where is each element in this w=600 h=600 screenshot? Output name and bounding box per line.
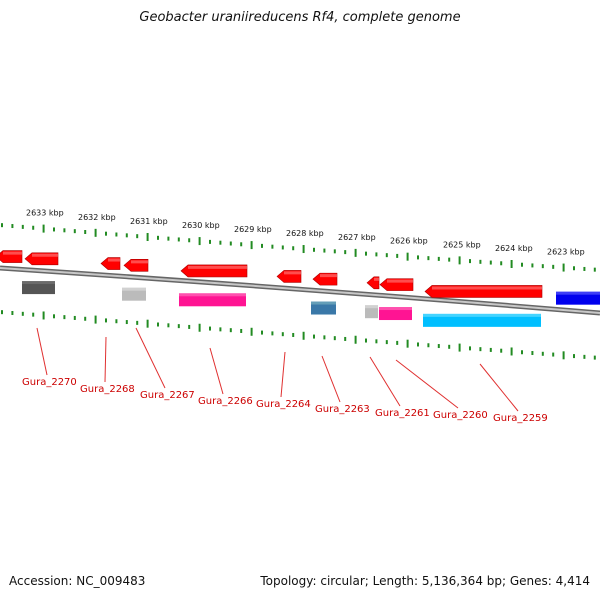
reverse-gene-block <box>379 307 412 321</box>
genome-backbone <box>0 265 600 316</box>
gene-label-lines <box>36 327 519 412</box>
gene-label: Gura_2263 <box>315 404 370 415</box>
scale-ticks-bottom <box>1 310 596 360</box>
gene-label-connector <box>321 355 341 403</box>
gene-label: Gura_2270 <box>22 377 77 388</box>
forward-gene-arrow-shine <box>284 271 301 275</box>
gene-features <box>0 250 600 327</box>
scale-label: 2628 kbp <box>286 229 324 238</box>
gene-label-connector <box>36 327 48 376</box>
scale-label: 2625 kbp <box>443 240 481 249</box>
blue-gene-block <box>556 291 600 305</box>
forward-gene-arrow-shine <box>387 279 413 283</box>
forward-gene-arrow-shine <box>3 251 22 255</box>
gene-label-connector <box>369 356 401 407</box>
forward-gene-arrow-shine <box>374 277 379 281</box>
gene-label: Gura_2268 <box>80 384 135 395</box>
gene-label-connector <box>209 347 224 395</box>
reverse-gene-block-shine <box>423 313 541 317</box>
gene-label: Gura_2267 <box>140 390 195 401</box>
gene-label: Gura_2260 <box>433 410 488 421</box>
gene-label-connector <box>479 363 519 412</box>
reverse-gene-block-shine <box>365 305 378 309</box>
scale-label: 2630 kbp <box>182 221 220 230</box>
scale-label: 2632 kbp <box>78 213 116 222</box>
scale-label: 2624 kbp <box>495 244 533 253</box>
scale-label: 2626 kbp <box>390 237 428 246</box>
reverse-gene-block-shine <box>179 293 246 297</box>
forward-gene-arrow-shine <box>188 265 247 269</box>
forward-gene-arrow-shine <box>320 274 337 278</box>
forward-gene-arrow-shine <box>108 258 120 262</box>
forward-gene-arrow-shine <box>131 260 148 264</box>
blue-gene-block-shine <box>556 291 600 295</box>
reverse-gene-block <box>423 313 541 327</box>
gene-label: Gura_2259 <box>493 413 548 424</box>
scale-labels: 2633 kbp 2632 kbp 2631 kbp 2630 kbp 2629 kbp… <box>26 209 585 257</box>
genome-title: Geobacter uraniireducens Rf4, complete g… <box>139 10 461 25</box>
gene-label: Gura_2266 <box>198 396 253 407</box>
gene-label: Gura_2264 <box>256 399 311 410</box>
reverse-gene-block <box>22 281 55 295</box>
backbone-highlight <box>0 267 600 314</box>
reverse-gene-block-shine <box>311 301 336 305</box>
reverse-gene-block-shine <box>379 307 412 311</box>
reverse-gene-block <box>311 301 336 315</box>
genome-stats-text: Topology: circular; Length: 5,136,364 bp… <box>260 574 590 588</box>
gene-label-connector <box>395 359 459 409</box>
scale-label: 2627 kbp <box>338 233 376 242</box>
scale-label: 2633 kbp <box>26 209 64 218</box>
gene-label-connector <box>104 336 107 383</box>
gene-label-connector <box>280 351 286 398</box>
forward-gene-arrow-shine <box>32 253 58 257</box>
reverse-gene-block <box>122 287 146 301</box>
gene-label: Gura_2261 <box>375 408 430 419</box>
reverse-gene-block <box>365 305 378 319</box>
scale-label: 2623 kbp <box>547 248 585 257</box>
forward-gene-arrow-shine <box>432 286 542 290</box>
accession-text: Accession: NC_009483 <box>9 574 146 588</box>
scale-label: 2629 kbp <box>234 225 272 234</box>
scale-ticks-top <box>1 223 596 272</box>
reverse-gene-block <box>179 293 246 307</box>
scale-label: 2631 kbp <box>130 217 168 226</box>
gene-label-connector <box>135 327 166 389</box>
reverse-gene-block-shine <box>22 281 55 285</box>
reverse-gene-block-shine <box>122 287 146 291</box>
